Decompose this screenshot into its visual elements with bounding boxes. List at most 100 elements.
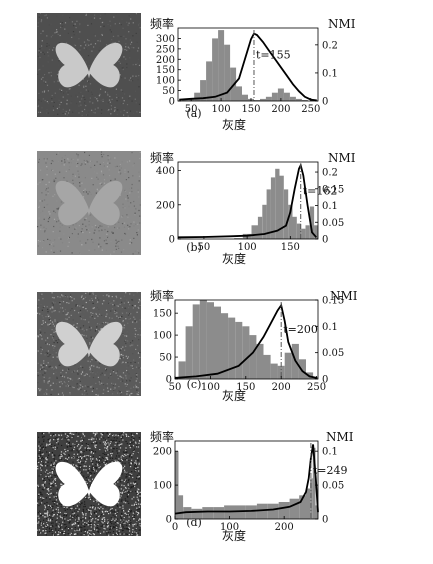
histogram-bar <box>289 498 300 519</box>
ylabel-left: 频率 <box>150 288 174 303</box>
y-tick-label-right: 0 <box>322 375 328 386</box>
histogram-bar <box>178 361 186 379</box>
histogram-bar <box>289 96 296 101</box>
histogram <box>175 447 318 519</box>
histogram-bar <box>292 216 297 239</box>
histogram-bar <box>279 175 284 239</box>
panel-label: (b) <box>186 241 202 254</box>
y-tick-label-right: 0.1 <box>322 68 338 79</box>
y-tick-label-left: 50 <box>162 86 175 97</box>
x-tick-label: 150 <box>241 104 260 115</box>
plot-frame <box>174 440 319 520</box>
histogram-bar <box>296 223 302 239</box>
x-tick-label: 0 <box>172 522 178 533</box>
histogram-bar <box>254 100 260 101</box>
histogram-bar <box>242 326 250 379</box>
y-tick-label-left: 250 <box>156 44 175 55</box>
histogram-bar <box>283 92 290 101</box>
ylabel-right: NMI <box>326 430 354 444</box>
threshold-label: t=249 <box>313 464 348 477</box>
panel-label: (a) <box>186 107 201 120</box>
histogram-bar <box>298 359 306 380</box>
histogram-bar <box>301 100 308 101</box>
histogram-bar <box>224 44 231 101</box>
image-panel-b <box>37 151 141 255</box>
histogram-bar <box>185 326 193 379</box>
y-axis-right: 0 0.1 0.2 <box>315 40 338 108</box>
ylabel-right: NMI <box>328 17 356 31</box>
y-axis-right: 0 0.05 0.1 0.15 0.2 <box>315 168 344 246</box>
image-panel-d <box>37 432 141 536</box>
x-axis: 50 100 150 <box>198 236 300 253</box>
y-tick-label-right: 0.05 <box>322 348 344 359</box>
x-tick-label: 150 <box>236 382 255 393</box>
nmi-line <box>179 32 317 102</box>
x-tick-label: 50 <box>169 382 182 393</box>
histogram-bar <box>182 100 189 101</box>
histogram-bar <box>314 225 318 239</box>
y-tick-label-left: 100 <box>153 331 172 342</box>
histogram-bar <box>194 92 201 101</box>
butterfly-shape <box>55 180 123 226</box>
ylabel-right: NMI <box>328 151 356 165</box>
histogram-bar <box>266 189 271 239</box>
xlabel: 灰度 <box>222 117 246 132</box>
histogram-bar <box>202 507 214 519</box>
y-tick-label-right: 0.1 <box>322 447 338 458</box>
y-tick-label-right: 0 <box>322 97 328 108</box>
nmi-line <box>174 444 319 515</box>
y-tick-label-left: 200 <box>153 447 172 458</box>
histogram-bar <box>310 478 313 519</box>
histogram-bar <box>206 302 214 379</box>
histogram-bar <box>256 343 264 379</box>
histogram <box>234 168 318 239</box>
histogram-bar <box>206 61 213 101</box>
y-tick-label-left: 0 <box>166 515 172 526</box>
histogram-bar <box>284 352 292 379</box>
histogram-bar <box>277 88 284 101</box>
ylabel-left: 频率 <box>150 429 174 444</box>
histogram-bar <box>236 86 242 101</box>
y-tick-label-left: 50 <box>159 353 172 364</box>
histogram-bar <box>213 507 225 519</box>
xlabel: 灰度 <box>222 528 246 543</box>
histogram-bar <box>315 505 318 519</box>
y-axis-right: 0 0.05 0.1 0.15 <box>315 296 344 386</box>
y-axis-left: 0 100 200 <box>153 447 178 526</box>
ylabel-left: 频率 <box>150 150 174 165</box>
x-tick-label: 250 <box>301 104 320 115</box>
y-tick-label-left: 0 <box>169 97 175 108</box>
xlabel: 灰度 <box>222 388 246 403</box>
histogram-bar <box>191 508 203 519</box>
y-tick-label-left: 0 <box>169 235 175 246</box>
y-tick-label-left: 100 <box>156 76 175 87</box>
plot-frame <box>177 161 319 240</box>
histogram-bar <box>235 505 246 519</box>
x-tick-label: 200 <box>271 104 290 115</box>
histogram-bar <box>309 206 315 239</box>
histogram-bar <box>235 321 243 379</box>
y-axis-left: 0 50 100 150 <box>153 309 178 386</box>
histogram-bar <box>234 238 243 239</box>
image-background <box>37 292 141 396</box>
histogram-bar <box>228 317 236 379</box>
butterfly-shape <box>55 321 123 367</box>
histogram-bar <box>263 354 271 379</box>
y-tick-label-right: 0.05 <box>322 218 344 229</box>
histogram-bar <box>270 177 276 239</box>
histogram-bar <box>275 168 280 239</box>
y-tick-label-right: 0.2 <box>322 168 338 179</box>
histogram-bar <box>270 363 278 379</box>
histogram-bar <box>260 98 266 101</box>
x-tick-label: 100 <box>220 522 239 533</box>
histogram-bar <box>213 306 221 379</box>
xlabel: 灰度 <box>222 251 246 266</box>
y-axis-right: 0 0.05 0.1 <box>315 447 344 526</box>
y-tick-label-left: 200 <box>156 55 175 66</box>
x-axis: 0 100 200 <box>172 516 294 533</box>
histogram-bar <box>283 189 289 239</box>
image-panel-c <box>37 292 141 396</box>
x-tick-label: 200 <box>275 522 294 533</box>
